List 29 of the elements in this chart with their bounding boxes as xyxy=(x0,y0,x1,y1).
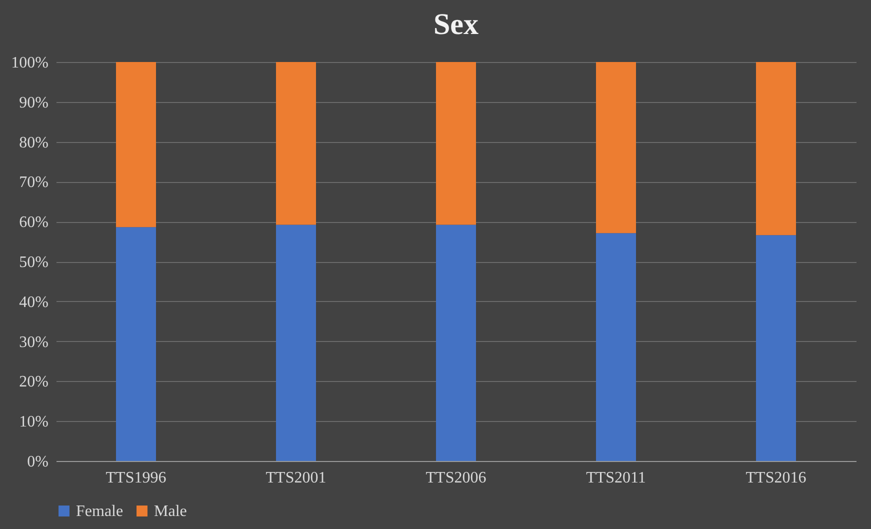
y-tick-label: 10% xyxy=(19,414,48,431)
bar xyxy=(116,227,156,461)
x-tick-label: TTS2006 xyxy=(426,470,486,486)
bar xyxy=(276,62,316,225)
y-tick-label: 30% xyxy=(19,334,48,351)
x-tick-label: TTS2001 xyxy=(266,470,326,486)
bar xyxy=(756,235,796,461)
x-tick-label: TTS2011 xyxy=(586,470,646,486)
bar xyxy=(596,233,636,461)
bar xyxy=(436,62,476,225)
bar xyxy=(596,62,636,234)
x-tick-label: TTS2016 xyxy=(746,470,806,486)
x-tick-label: TTS1996 xyxy=(106,470,166,486)
y-tick-label: 90% xyxy=(19,94,48,112)
chart-title: Sex xyxy=(434,8,478,41)
legend-label: Female xyxy=(76,503,124,520)
y-tick-label: 0% xyxy=(27,454,48,470)
bar xyxy=(276,224,316,461)
y-tick-label: 40% xyxy=(19,294,48,311)
y-tick-label: 70% xyxy=(19,174,48,192)
y-tick-label: 50% xyxy=(19,254,48,271)
y-tick-label: 100% xyxy=(11,54,48,72)
bar xyxy=(436,224,476,461)
y-tick-label: 20% xyxy=(19,374,48,391)
y-tick-label: 60% xyxy=(19,214,48,232)
bar xyxy=(756,62,796,236)
y-tick-label: 80% xyxy=(19,134,48,152)
bar xyxy=(116,62,156,228)
legend-label: Male xyxy=(154,503,187,520)
